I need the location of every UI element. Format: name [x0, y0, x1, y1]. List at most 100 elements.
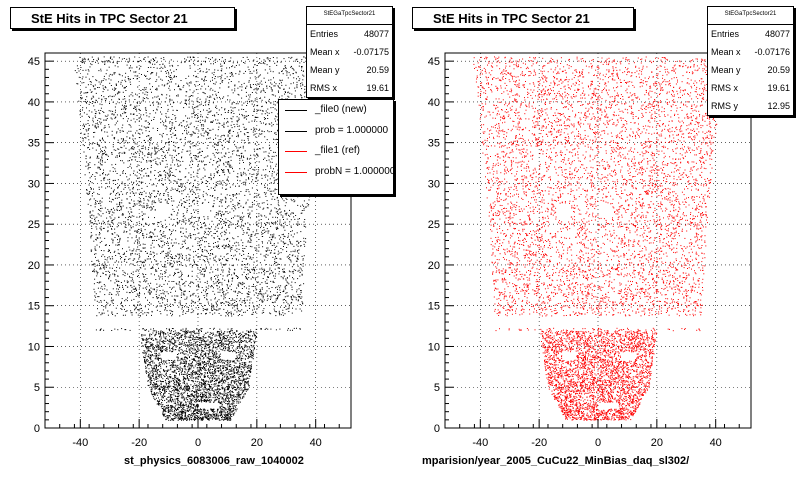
data-point [163, 393, 164, 395]
data-point [200, 114, 202, 116]
data-point [141, 157, 143, 159]
data-point [219, 141, 221, 143]
data-point [151, 192, 153, 194]
data-point [200, 409, 202, 410]
data-point [133, 288, 135, 290]
data-point [237, 350, 239, 351]
data-point [280, 276, 282, 278]
data-point [184, 384, 186, 386]
data-point [177, 332, 179, 334]
data-point [229, 374, 230, 376]
data-point [147, 121, 149, 123]
data-point [130, 148, 132, 150]
data-point [118, 216, 120, 218]
data-point [202, 417, 204, 419]
data-point [298, 223, 300, 225]
data-point [99, 232, 100, 233]
data-point [227, 363, 229, 365]
data-point [210, 392, 212, 394]
data-point [111, 99, 113, 101]
data-point [183, 392, 185, 394]
data-point [158, 333, 160, 335]
data-point [149, 378, 151, 380]
data-point [241, 364, 243, 365]
data-point [215, 255, 217, 257]
data-point [297, 270, 299, 272]
data-point [103, 179, 105, 181]
data-point [161, 331, 163, 333]
data-point [126, 64, 128, 66]
data-point [151, 261, 152, 263]
data-point [152, 63, 153, 65]
data-point [181, 157, 182, 159]
data-point [220, 359, 222, 361]
data-point [237, 125, 239, 127]
data-point [214, 368, 216, 370]
data-point [223, 134, 225, 136]
data-point [260, 253, 262, 255]
data-point [164, 125, 166, 127]
data-point [189, 98, 190, 100]
data-point [201, 382, 203, 384]
data-point [111, 221, 113, 223]
data-point [117, 252, 119, 254]
data-point [211, 121, 213, 123]
data-point [225, 338, 227, 339]
data-point [154, 170, 156, 171]
data-point [149, 379, 151, 381]
data-point [267, 232, 269, 234]
data-point [174, 262, 175, 264]
data-point [180, 253, 182, 255]
data-point [193, 343, 195, 345]
data-point [100, 70, 102, 72]
data-point [158, 348, 160, 350]
data-point [221, 227, 223, 229]
data-point [169, 338, 171, 340]
data-point [198, 195, 200, 197]
data-point [227, 120, 229, 122]
data-point [140, 90, 142, 91]
data-point [211, 358, 213, 360]
data-point [239, 401, 241, 403]
data-point [96, 172, 98, 174]
data-point [236, 251, 238, 253]
data-point [211, 220, 213, 222]
data-point [202, 418, 204, 420]
data-point [175, 83, 177, 85]
data-point [267, 187, 268, 189]
data-point [222, 349, 224, 351]
data-point [202, 416, 204, 418]
data-point [243, 271, 245, 273]
data-point [191, 100, 193, 102]
data-point [135, 236, 137, 238]
data-point [187, 392, 188, 394]
data-point [238, 244, 240, 246]
data-point [125, 87, 126, 89]
data-point [183, 259, 185, 261]
data-point [257, 83, 259, 85]
data-point [230, 304, 232, 306]
data-point [117, 280, 119, 282]
data-point [85, 165, 87, 167]
data-point [193, 395, 195, 397]
data-point [247, 293, 249, 295]
data-point [131, 211, 133, 213]
data-point [236, 355, 238, 357]
data-point [247, 369, 249, 371]
data-point [223, 406, 224, 408]
data-point [247, 136, 249, 137]
data-point [213, 417, 215, 419]
data-point [205, 80, 207, 81]
data-point [150, 282, 152, 284]
data-point [263, 308, 265, 310]
data-point [210, 414, 212, 416]
data-point [194, 234, 196, 236]
data-point [226, 188, 228, 190]
data-point [170, 419, 171, 421]
data-point [137, 61, 139, 63]
data-point [206, 388, 208, 390]
data-point [197, 417, 199, 419]
data-point [104, 237, 106, 239]
data-point [249, 241, 251, 243]
data-point [145, 365, 147, 367]
